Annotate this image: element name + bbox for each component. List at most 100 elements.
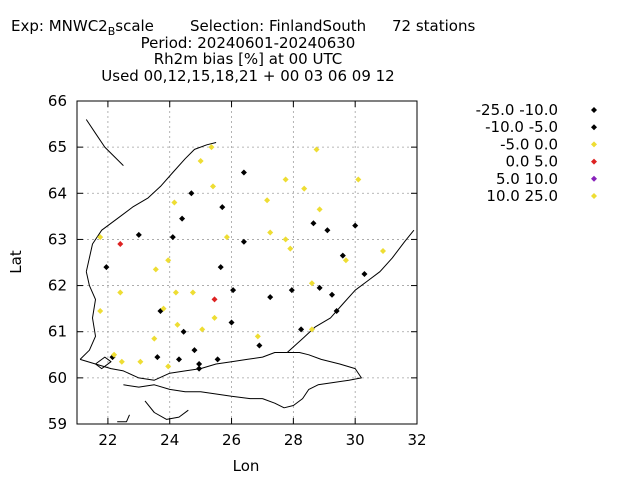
data-point (117, 289, 124, 296)
data-point (313, 146, 320, 153)
data-point (282, 176, 289, 183)
coastline-segment (95, 356, 112, 370)
data-point (329, 291, 335, 298)
legend-label: -10.0 -5.0 (485, 118, 558, 136)
coastline-segment (123, 384, 263, 400)
x-tick-label: 28 (284, 431, 303, 449)
data-point (179, 215, 186, 222)
data-point (180, 328, 187, 335)
coastline-segment (79, 271, 96, 360)
data-point (310, 220, 317, 227)
legend-label: -5.0 0.0 (500, 135, 558, 153)
data-point (165, 363, 172, 370)
legend-marker (591, 107, 597, 113)
axis-ticks: 22 24 26 28 30 32 59 60 61 62 63 64 65 66 (48, 92, 427, 449)
data-point (160, 305, 167, 312)
title-exp-suffix: scale (115, 17, 154, 35)
data-point (316, 206, 323, 213)
data-point (176, 356, 182, 363)
data-point (151, 335, 158, 342)
x-tick-label: 24 (160, 431, 179, 449)
y-tick-label: 61 (48, 323, 67, 341)
legend-label: 5.0 10.0 (496, 170, 558, 188)
data-point (333, 307, 340, 314)
data-point (301, 185, 308, 192)
legend-marker (591, 124, 597, 131)
data-point (254, 333, 261, 340)
data-point (196, 365, 203, 372)
data-point (97, 307, 104, 314)
title-stations: 72 stations (392, 17, 475, 35)
title-line-1: Exp: MNWC2Bscale (11, 17, 154, 38)
title-used: Used 00,12,15,18,21 + 00 03 06 09 12 (101, 67, 394, 85)
data-point (217, 264, 224, 271)
data-point (282, 236, 289, 243)
data-point (316, 284, 323, 291)
x-tick-label: 30 (346, 431, 365, 449)
data-point (228, 319, 235, 326)
coastline-segment (79, 352, 288, 381)
data-point (267, 294, 274, 301)
data-point (288, 287, 295, 294)
legend-label: 0.0 5.0 (506, 153, 558, 171)
legend-marker (591, 193, 597, 199)
data-point (324, 227, 331, 234)
legend: -25.0 -10.0-10.0 -5.0-5.0 0.00.0 5.05.0 … (476, 101, 597, 205)
data-point (219, 204, 226, 211)
coastline-segment (85, 119, 124, 166)
plot-area-frame (76, 100, 418, 425)
y-tick-label: 62 (48, 277, 67, 295)
title-exp-label: Exp: MNWC2 (11, 17, 108, 35)
data-point (169, 234, 176, 241)
y-axis-label: Lat (7, 250, 25, 274)
data-point (264, 197, 271, 204)
data-point (210, 183, 216, 190)
data-point (196, 361, 203, 368)
legend-label: 10.0 25.0 (486, 187, 558, 205)
y-tick-label: 65 (48, 138, 67, 156)
data-point (361, 271, 368, 278)
title-exp-subscript: B (108, 25, 116, 38)
data-point (355, 176, 362, 183)
data-point (199, 326, 206, 333)
data-point (308, 326, 315, 333)
data-point (165, 257, 172, 264)
data-point (352, 222, 359, 229)
data-point (154, 354, 161, 361)
data-point (171, 199, 178, 206)
coastline-segment (286, 229, 415, 353)
data-points (97, 144, 386, 372)
x-tick-label: 32 (407, 431, 426, 449)
x-tick-label: 22 (98, 431, 117, 449)
data-point (214, 356, 221, 363)
data-point (111, 351, 118, 358)
title-selection: Selection: FinlandSouth (190, 17, 366, 35)
data-point (117, 241, 124, 248)
x-tick-label: 26 (222, 431, 241, 449)
legend-marker (591, 158, 597, 165)
data-point (174, 321, 181, 328)
legend-label: -25.0 -10.0 (476, 101, 558, 119)
data-point (256, 342, 263, 349)
data-point (208, 144, 215, 151)
data-point (211, 296, 218, 303)
grid-lines (77, 100, 418, 425)
data-point (298, 326, 305, 333)
data-point (342, 257, 349, 264)
data-point (197, 157, 204, 164)
title-variable: Rh2m bias [%] at 00 UTC (154, 50, 342, 68)
data-point (152, 266, 159, 273)
data-point (240, 169, 247, 176)
data-point (118, 358, 125, 365)
data-point (189, 289, 196, 296)
data-point (240, 238, 247, 245)
y-tick-label: 66 (48, 92, 67, 110)
data-point (267, 229, 274, 236)
data-point (135, 231, 142, 238)
coastline-segment (117, 414, 130, 423)
x-axis-label: Lon (233, 457, 260, 475)
coastline-segment (262, 352, 362, 409)
data-point (137, 358, 144, 365)
